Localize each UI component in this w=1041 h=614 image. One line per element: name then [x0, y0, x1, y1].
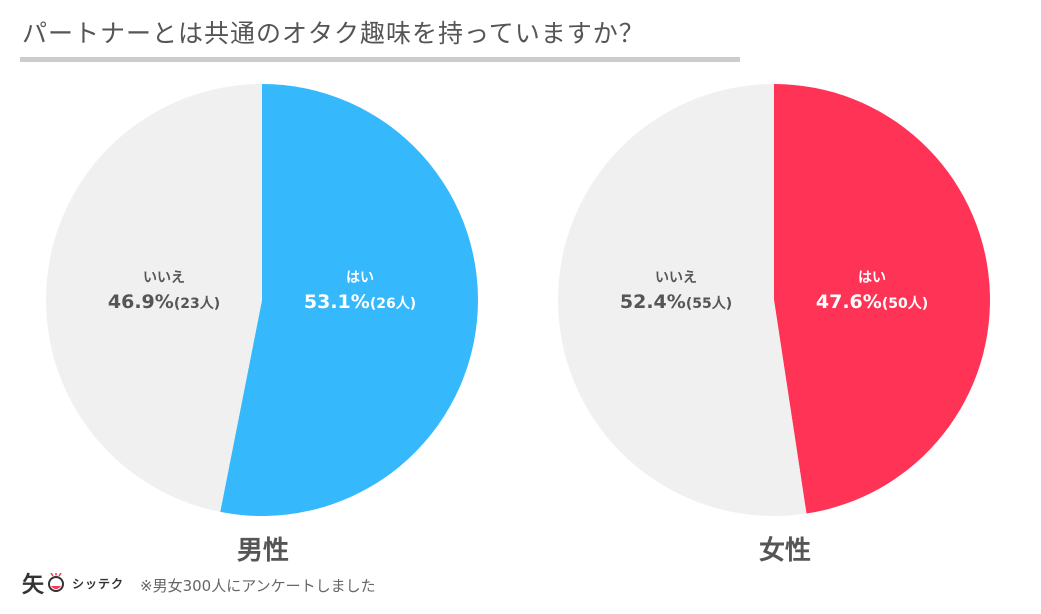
title-underline: [20, 57, 740, 62]
pie-value-male-no: 46.9%(23人): [108, 291, 220, 313]
pie-label-female-no: いいえ: [655, 270, 697, 286]
brand-logo: 矢 シッテク: [22, 568, 124, 598]
pie-chart-female: はい 47.6%(50人) いいえ 52.4%(55人): [557, 84, 990, 516]
chart-title: パートナーとは共通のオタク趣味を持っていますか？: [22, 19, 645, 48]
pie-slice-male-no: [46, 84, 263, 512]
male-label: 男性: [236, 536, 289, 566]
pie-slice-female-yes: [774, 84, 990, 514]
logo-kanji: 矢: [22, 573, 45, 598]
pie-value-female-yes: 47.6%(50人): [816, 291, 928, 313]
logo-text: シッテク: [72, 576, 125, 591]
pie-value-male-yes: 53.1%(26人): [304, 291, 416, 313]
pie-label-male-no: いいえ: [143, 270, 185, 286]
pie-slice-female-no: [557, 84, 807, 516]
smiley-icon: [48, 573, 65, 592]
pie-label-female-yes: はい: [858, 270, 886, 286]
pie-value-female-no: 52.4%(55人): [620, 291, 732, 313]
female-label: 女性: [758, 536, 811, 566]
pie-slice-male-yes: [220, 84, 479, 516]
pie-label-male-yes: はい: [346, 270, 374, 286]
pie-chart-male: はい 53.1%(26人) いいえ 46.9%(23人): [46, 84, 479, 516]
survey-note: ※男女300人にアンケートしました: [140, 577, 376, 595]
